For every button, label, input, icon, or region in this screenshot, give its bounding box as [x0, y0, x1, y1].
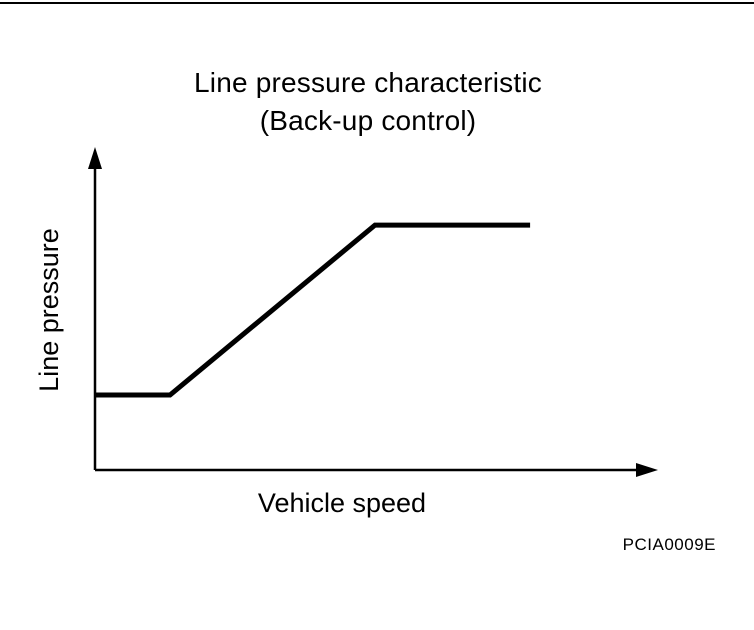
figure-code: PCIA0009E [622, 535, 716, 554]
y-axis-arrowhead-icon [88, 147, 102, 169]
top-border-rule [0, 2, 754, 4]
x-axis-label: Vehicle speed [257, 488, 427, 518]
pressure-curve [95, 222, 531, 398]
chart-title-line2: (Back-up control) [259, 105, 477, 136]
x-axis-arrowhead-icon [636, 463, 658, 477]
y-axis-label: Line pressure [34, 228, 64, 392]
chart-title-line1: Line pressure characteristic [194, 67, 542, 98]
chart-title: Line pressure characteristic (Back-up co… [0, 64, 736, 140]
